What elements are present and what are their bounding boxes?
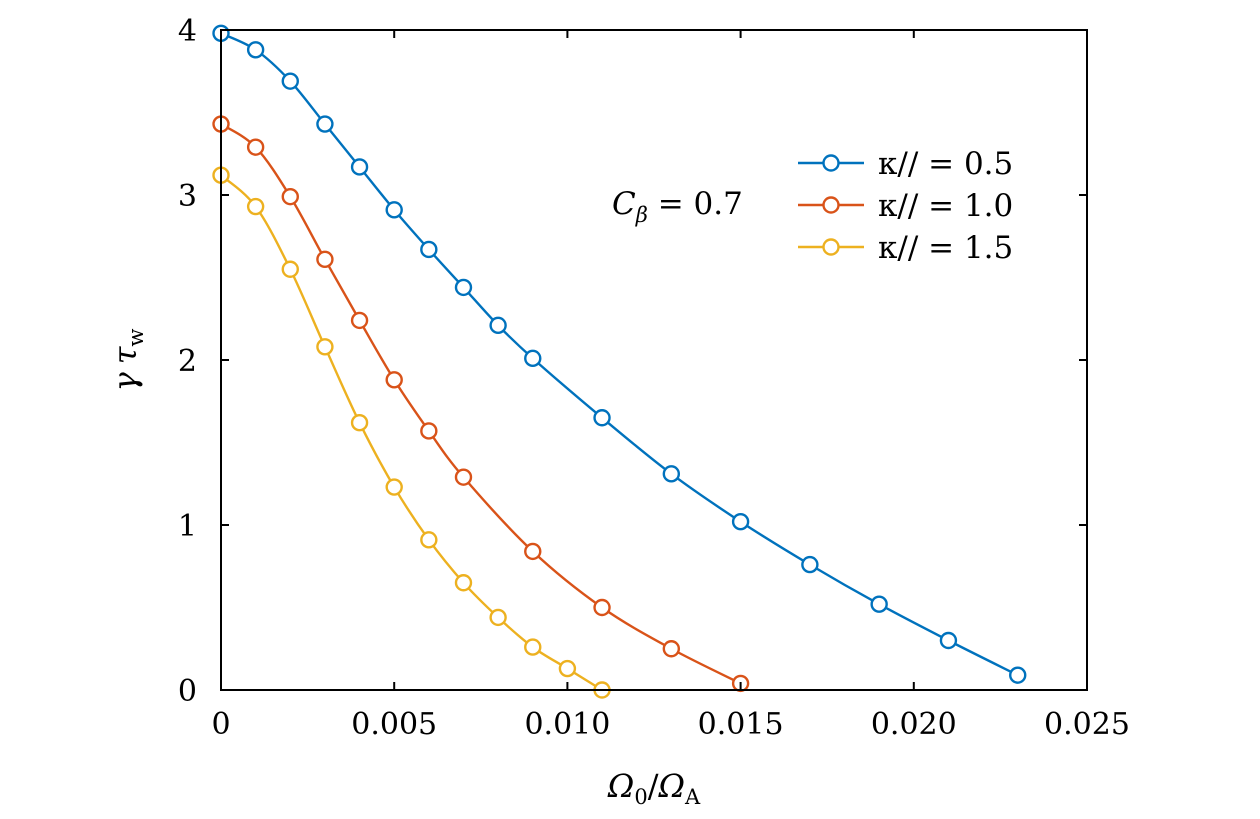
- data-point: [939, 631, 958, 650]
- series-layer: [212, 24, 1027, 699]
- data-point: [246, 197, 265, 216]
- legend-item: κ// = 1.5: [798, 230, 1013, 266]
- legend-item: κ// = 0.5: [798, 146, 1013, 182]
- x-tick-label: 0.015: [698, 707, 784, 742]
- data-point: [489, 316, 507, 335]
- series-line: [220, 174, 603, 692]
- y-tick-label: 1: [178, 509, 197, 544]
- x-tick-label: 0.025: [1044, 707, 1130, 742]
- ticks-layer: 0 0.005 0.010 0.015 0.020 0.025 0 1 2 3 4: [178, 14, 1130, 742]
- legend-label: κ// = 1.0: [878, 188, 1013, 224]
- x-axis-title: Ω0/ΩA: [607, 767, 701, 809]
- data-point: [385, 201, 403, 219]
- y-tick-label: 4: [178, 14, 197, 49]
- y-tick-label: 0: [178, 674, 197, 709]
- data-point: [454, 278, 473, 297]
- series-1: [212, 24, 1027, 684]
- data-point: [246, 138, 265, 156]
- data-point: [420, 531, 438, 549]
- legend-marker: [822, 196, 840, 214]
- data-point: [454, 574, 473, 592]
- x-tick-label: 0.005: [351, 707, 437, 742]
- data-point: [454, 468, 473, 486]
- data-point: [524, 349, 542, 368]
- data-point: [420, 240, 438, 259]
- legend-label: κ// = 1.5: [878, 230, 1013, 266]
- plot-frame: [220, 29, 1088, 691]
- data-point: [316, 115, 334, 133]
- y-tick-label: 2: [178, 344, 197, 379]
- data-point: [420, 422, 438, 440]
- data-point: [246, 41, 265, 59]
- legend: κ// = 0.5 κ// = 1.0 κ// = 1.5: [798, 146, 1013, 266]
- legend-marker: [822, 154, 840, 172]
- data-point: [281, 72, 299, 90]
- data-point: [281, 187, 299, 206]
- data-point: [593, 409, 611, 427]
- data-point: [662, 465, 681, 483]
- x-tick-label: 0.020: [871, 707, 957, 742]
- data-point: [281, 260, 299, 278]
- data-point: [385, 371, 403, 389]
- data-point: [801, 555, 819, 574]
- y-tick-label: 3: [178, 179, 197, 214]
- series-line: [220, 32, 1019, 677]
- legend-item: κ// = 1.0: [798, 188, 1013, 224]
- data-point: [350, 414, 369, 432]
- data-point: [350, 158, 369, 176]
- data-point: [731, 513, 750, 531]
- data-point: [558, 659, 577, 678]
- series-3: [212, 166, 611, 699]
- data-point: [870, 595, 888, 613]
- x-tick-label: 0: [211, 707, 230, 742]
- data-point: [593, 598, 611, 617]
- series-2: [212, 115, 750, 693]
- legend-marker: [822, 238, 840, 256]
- annotation-c-beta: Cβ = 0.7: [612, 186, 743, 227]
- legend-label: κ// = 0.5: [878, 146, 1013, 182]
- data-point: [489, 608, 507, 627]
- y-axis-title: γτw: [106, 329, 148, 392]
- data-point: [316, 250, 334, 269]
- data-point: [662, 640, 681, 658]
- data-point: [385, 478, 403, 496]
- data-point: [524, 638, 542, 656]
- data-point: [1009, 666, 1027, 684]
- data-point: [524, 542, 542, 561]
- x-tick-label: 0.010: [524, 707, 610, 742]
- data-point: [350, 311, 369, 330]
- data-point: [316, 338, 334, 356]
